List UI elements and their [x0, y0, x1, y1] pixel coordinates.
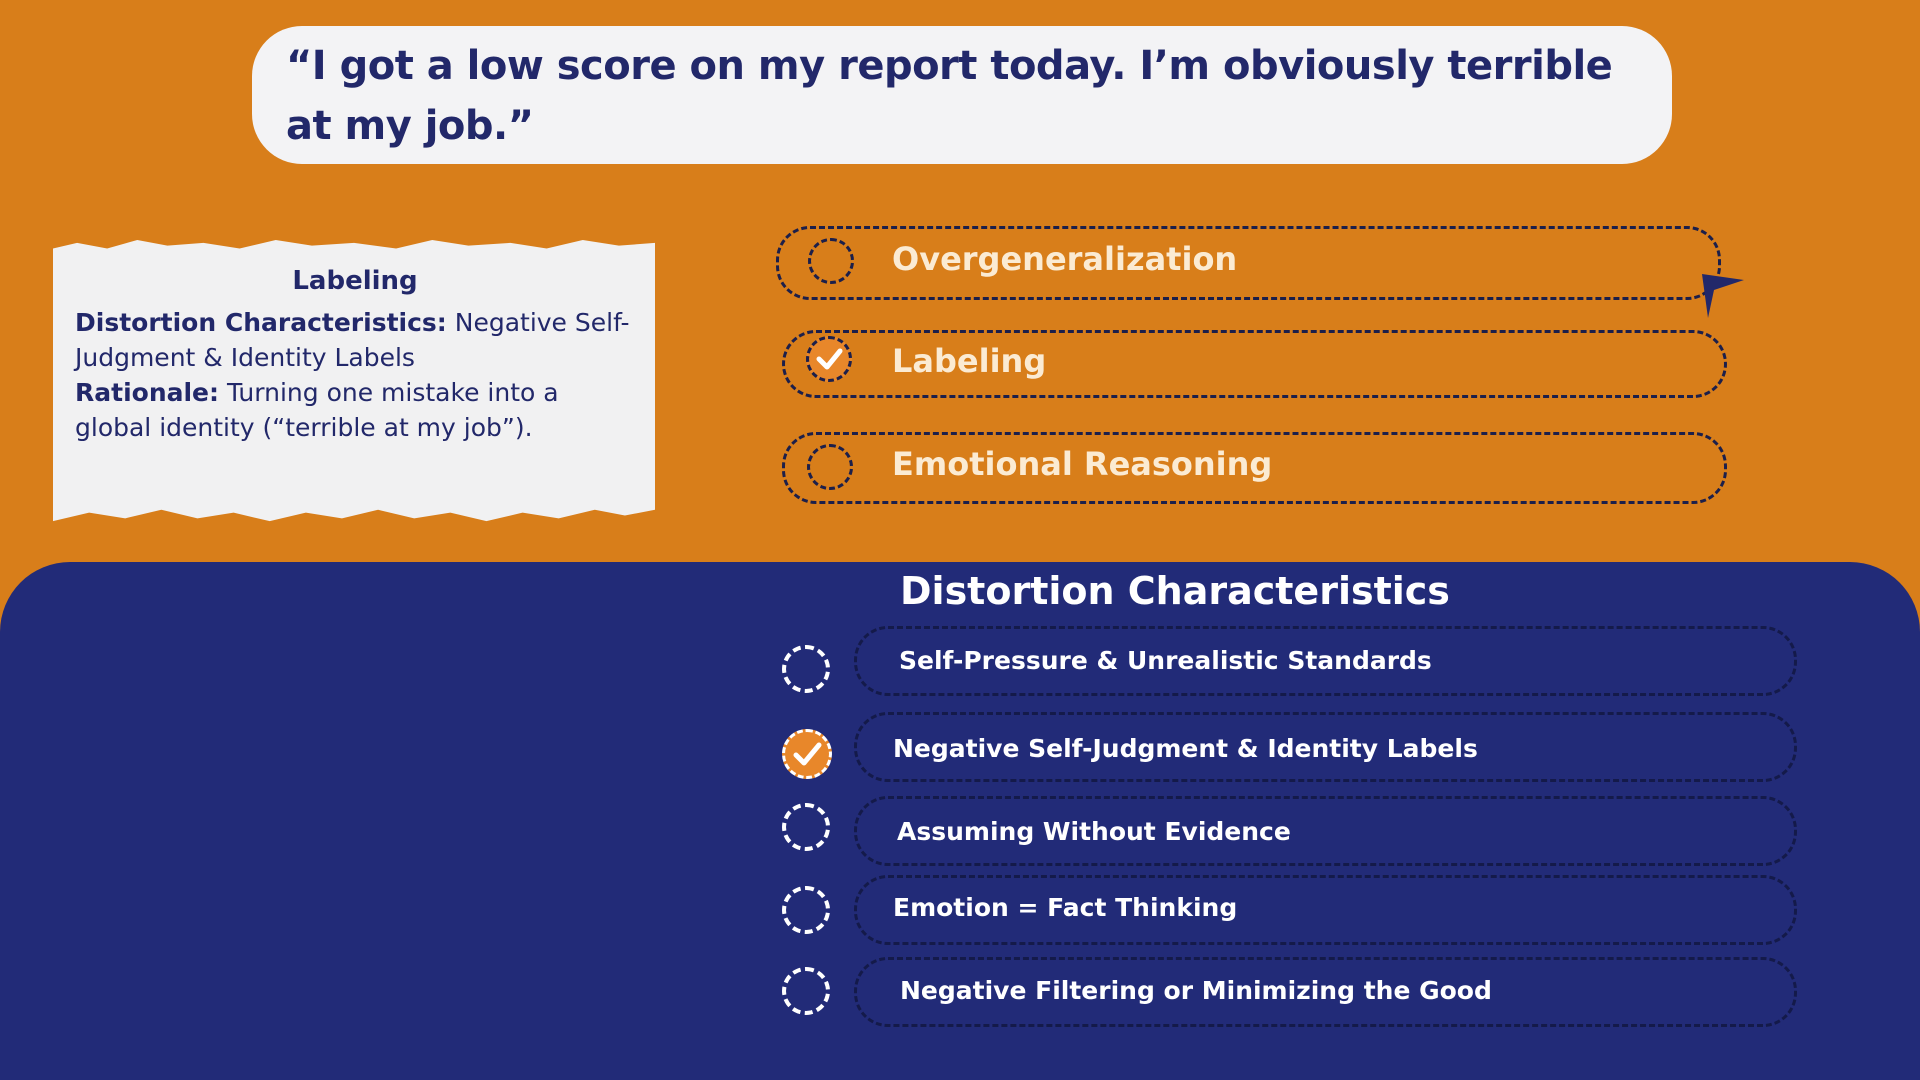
characteristic-item[interactable] [854, 957, 1797, 1027]
characteristic-label: Negative Self-Judgment & Identity Labels [893, 734, 1478, 763]
unchecked-radio-icon[interactable] [782, 645, 830, 693]
unchecked-radio-icon[interactable] [808, 238, 854, 284]
characteristic-label: Self-Pressure & Unrealistic Standards [899, 646, 1432, 675]
note-title: Labeling [292, 266, 418, 296]
checkmark-icon[interactable] [782, 729, 832, 779]
characteristic-item[interactable] [854, 712, 1797, 782]
option-overgeneralization[interactable] [776, 226, 1721, 300]
note-rationale-label: Rationale: [75, 378, 220, 407]
option-labeling[interactable] [782, 330, 1727, 398]
characteristic-label: Negative Filtering or Minimizing the Goo… [900, 976, 1492, 1005]
checkmark-icon[interactable] [806, 336, 852, 382]
option-emotional-reasoning-label: Emotional Reasoning [892, 445, 1273, 483]
note-rationale: Rationale: Turning one mistake into a gl… [75, 375, 635, 445]
explanation-note: Labeling Distortion Characteristics: Neg… [53, 240, 655, 522]
checkmark-glyph [816, 348, 843, 370]
unchecked-radio-icon[interactable] [782, 803, 830, 851]
note-rationale-value: Turning one mistake into a global identi… [75, 378, 559, 442]
option-overgeneralization-label: Overgeneralization [892, 240, 1238, 278]
option-emotional-reasoning[interactable] [782, 432, 1727, 504]
quote-text: “I got a low score on my report today. I… [286, 43, 1613, 149]
characteristic-item[interactable] [854, 626, 1797, 696]
quote-bubble: “I got a low score on my report today. I… [252, 26, 1672, 164]
characteristic-label: Assuming Without Evidence [897, 817, 1291, 846]
characteristic-item[interactable] [854, 875, 1797, 945]
unchecked-radio-icon[interactable] [782, 967, 830, 1015]
checkmark-glyph [793, 742, 822, 766]
pointer-cursor-icon [1702, 274, 1744, 318]
note-characteristics: Distortion Characteristics: Negative Sel… [75, 305, 635, 375]
option-labeling-label: Labeling [892, 342, 1047, 380]
note-characteristics-label: Distortion Characteristics: [75, 308, 447, 337]
characteristic-item[interactable] [854, 796, 1797, 866]
characteristic-label: Emotion = Fact Thinking [893, 893, 1238, 922]
navy-panel [0, 562, 1920, 1080]
section-title: Distortion Characteristics [900, 569, 1450, 613]
note-characteristics-value: Negative Self-Judgment & Identity Labels [75, 308, 630, 372]
unchecked-radio-icon[interactable] [782, 886, 830, 934]
unchecked-radio-icon[interactable] [807, 444, 853, 490]
